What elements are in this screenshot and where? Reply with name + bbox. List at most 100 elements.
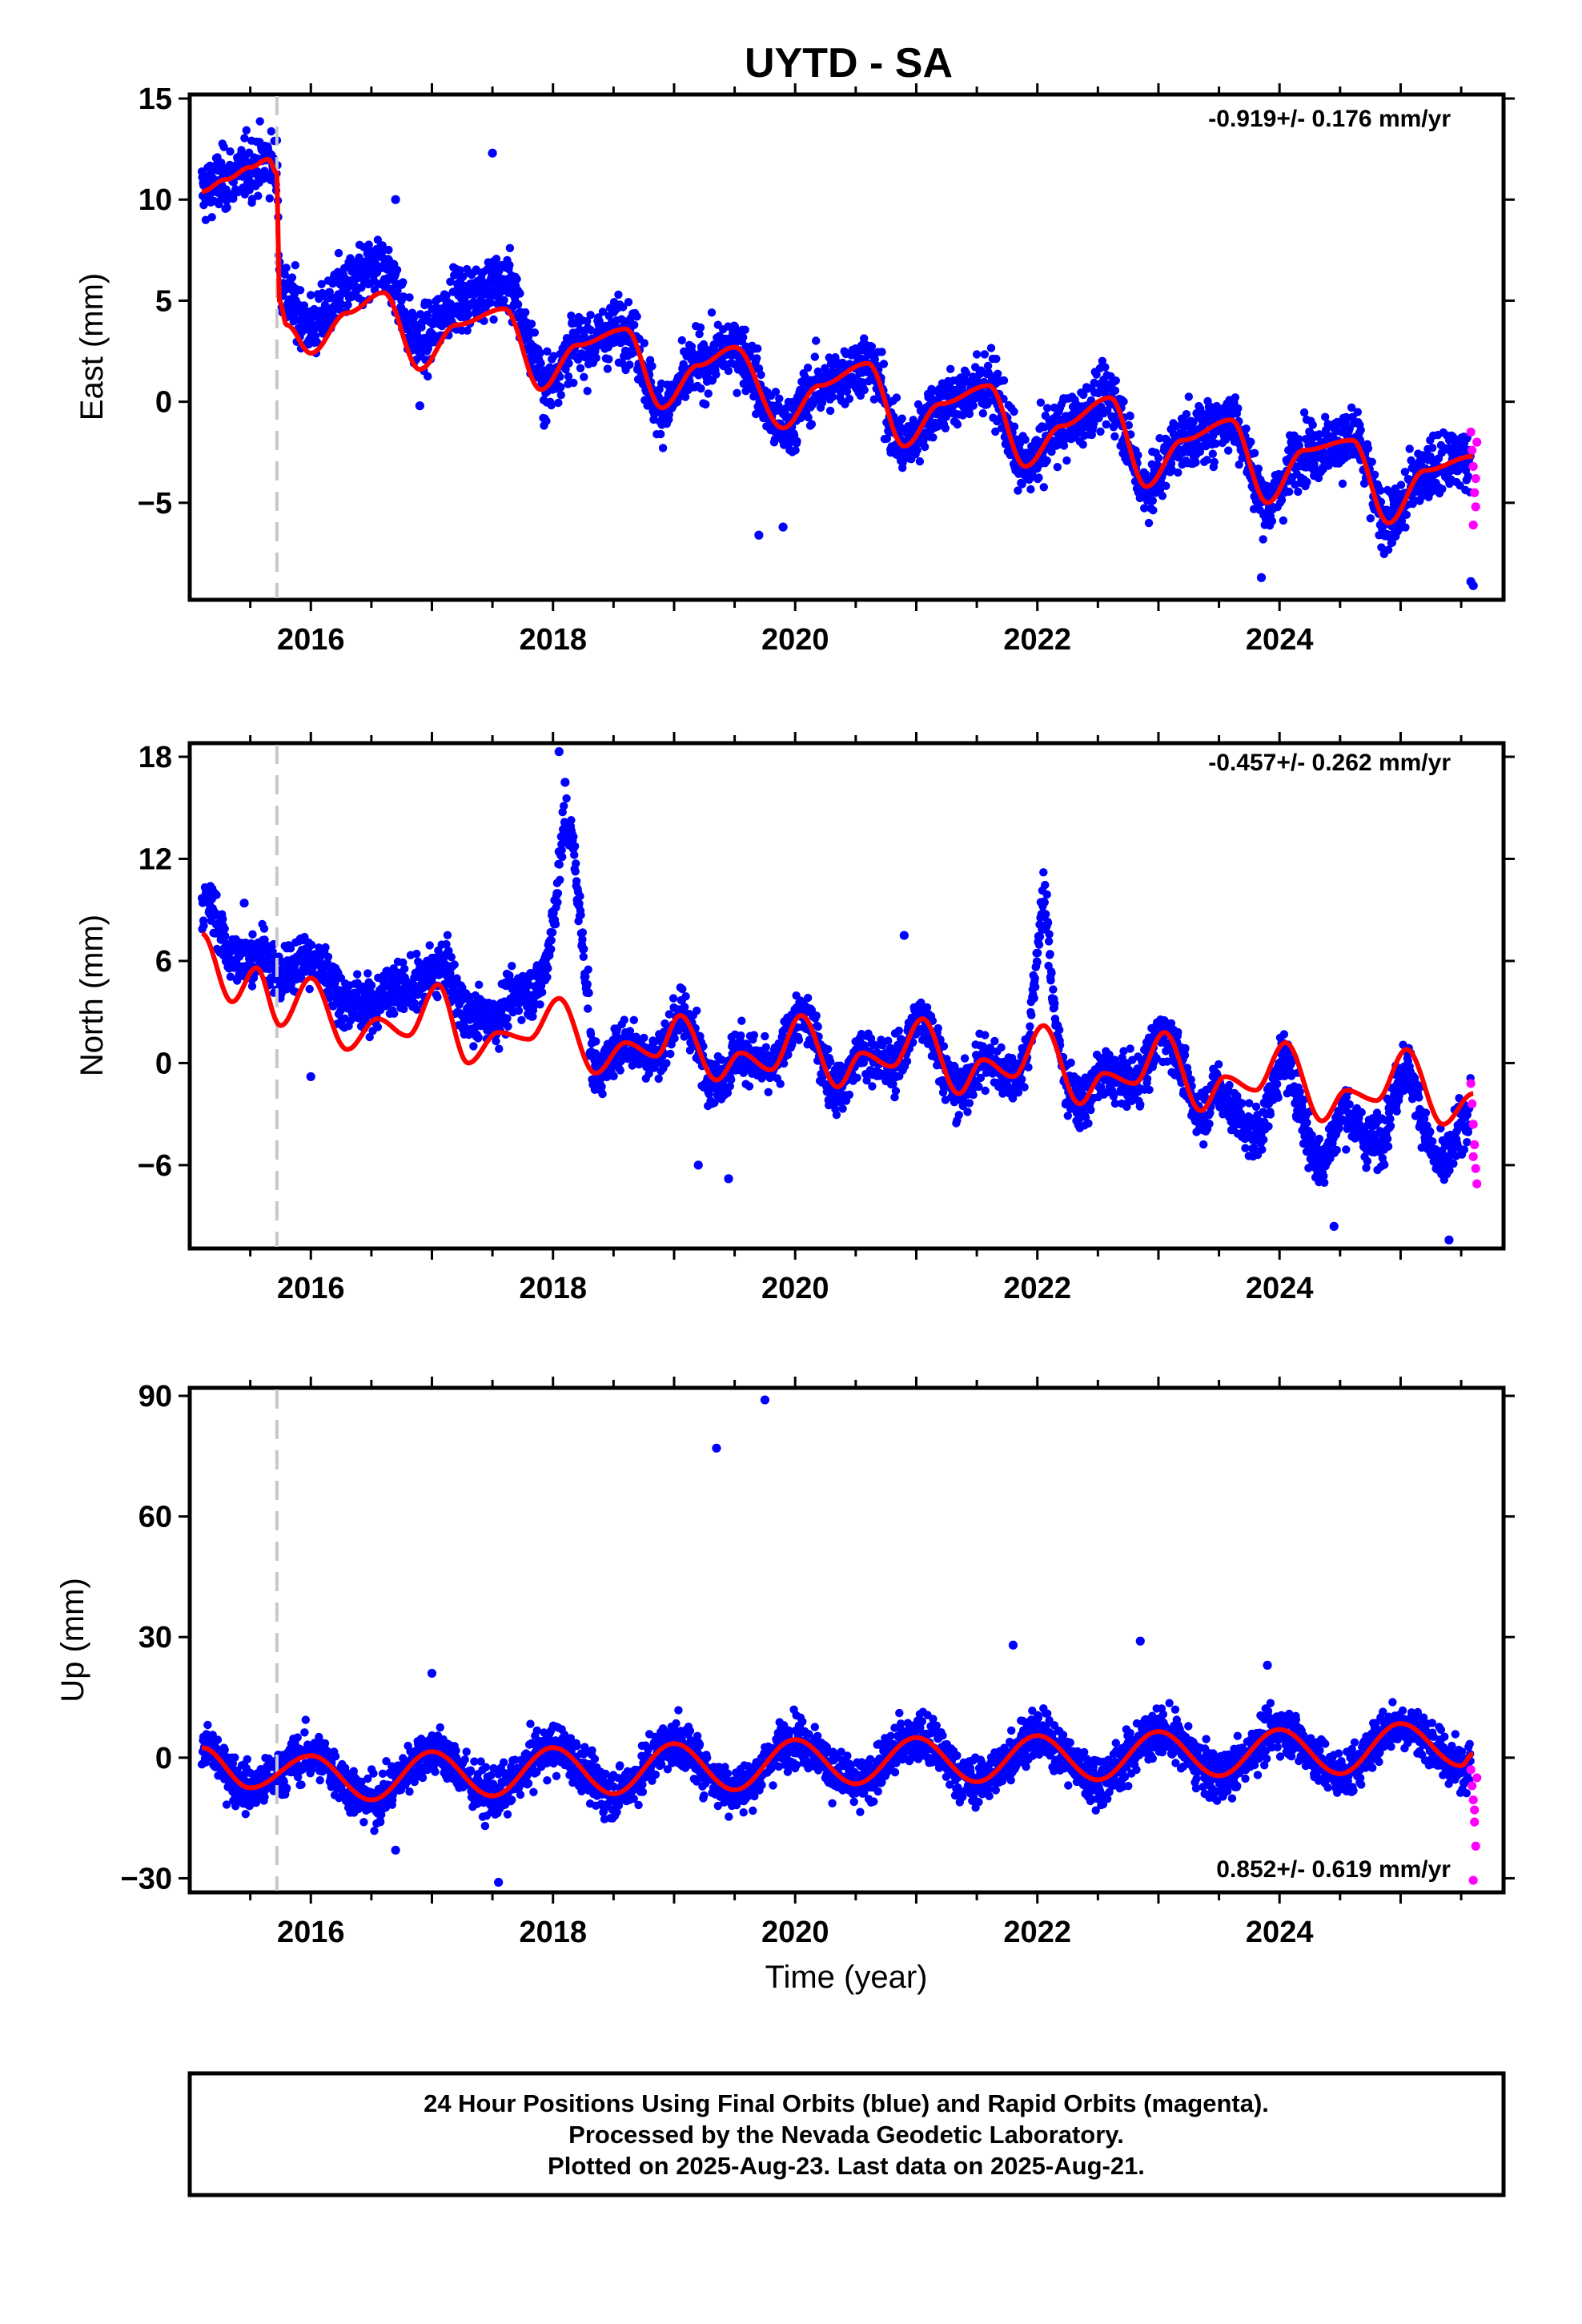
- east-point: [1000, 376, 1008, 384]
- east-point: [1368, 458, 1376, 466]
- east-outlier-point: [1257, 573, 1266, 582]
- north-point: [448, 953, 456, 961]
- east-point: [243, 127, 251, 135]
- east-point: [808, 420, 816, 428]
- north-point: [745, 1082, 753, 1090]
- east-point: [1182, 410, 1191, 418]
- north-point: [681, 992, 689, 1000]
- east-point: [648, 362, 656, 370]
- east-point: [1203, 456, 1211, 464]
- east-point: [916, 457, 924, 465]
- north-point: [572, 877, 580, 885]
- north-point: [248, 931, 256, 939]
- north-point: [826, 1057, 834, 1065]
- east-point: [1110, 432, 1118, 440]
- east-point: [531, 328, 539, 336]
- east-point: [1354, 408, 1362, 416]
- east-point: [1364, 444, 1372, 452]
- north-point: [433, 993, 441, 1001]
- north-point: [260, 924, 268, 932]
- north-point: [503, 1015, 511, 1023]
- east-point: [753, 354, 761, 362]
- north-point: [444, 931, 452, 939]
- north-point: [552, 920, 560, 928]
- east-point: [1401, 523, 1409, 531]
- east-point: [1406, 444, 1414, 452]
- east-rapid-point: [1469, 521, 1478, 529]
- east-outlier-point: [416, 401, 424, 410]
- east-point: [1112, 376, 1120, 384]
- east-point: [492, 255, 500, 263]
- east-point: [1303, 478, 1311, 486]
- east-point: [861, 386, 869, 394]
- east-point: [733, 389, 741, 397]
- east-point: [256, 117, 264, 125]
- east-point: [1357, 426, 1365, 434]
- east-point: [604, 355, 612, 363]
- east-point: [829, 392, 837, 400]
- east-point: [1268, 517, 1276, 525]
- east-point: [528, 320, 536, 328]
- east-point: [1309, 420, 1317, 428]
- east-point: [1126, 412, 1134, 420]
- east-y-tick-label: 15: [139, 82, 172, 116]
- east-point: [1101, 363, 1109, 371]
- east-model-fit-line: [202, 159, 1473, 523]
- north-point: [547, 945, 555, 953]
- north-point: [580, 945, 588, 953]
- north-point: [655, 1075, 663, 1083]
- east-point: [266, 195, 274, 203]
- north-point: [597, 1083, 605, 1091]
- east-point: [712, 370, 720, 378]
- east-outlier-point: [391, 195, 400, 204]
- north-point: [616, 1066, 624, 1074]
- east-point: [741, 326, 749, 334]
- east-rapid-point: [1472, 502, 1480, 511]
- north-point: [248, 982, 256, 990]
- north-point: [576, 911, 584, 919]
- east-point: [592, 354, 600, 362]
- east-point: [1054, 463, 1062, 471]
- north-point: [814, 1023, 822, 1031]
- east-point: [1079, 440, 1087, 448]
- east-rapid-point: [1472, 438, 1481, 447]
- east-rapid-point: [1470, 489, 1479, 497]
- north-point: [306, 985, 314, 993]
- east-point: [464, 310, 472, 318]
- east-point: [725, 367, 733, 375]
- east-point: [487, 299, 495, 307]
- east-x-tick-label: 2020: [761, 623, 829, 657]
- north-point: [374, 1023, 382, 1031]
- east-outlier-point: [488, 149, 497, 158]
- east-point: [811, 352, 819, 360]
- north-point: [737, 1017, 745, 1025]
- east-point: [979, 409, 987, 417]
- north-point: [556, 860, 564, 868]
- north-point: [475, 981, 483, 989]
- north-point: [412, 950, 420, 958]
- east-point: [1251, 449, 1259, 457]
- east-point: [625, 360, 633, 368]
- east-rapid-point: [1469, 462, 1478, 471]
- east-point: [536, 360, 544, 368]
- north-point: [762, 1043, 770, 1051]
- north-point: [221, 932, 229, 940]
- north-point: [199, 922, 207, 930]
- north-point: [580, 953, 588, 961]
- east-x-tick-label: 2022: [1003, 623, 1071, 657]
- east-point: [1191, 458, 1199, 466]
- north-point: [469, 1042, 477, 1050]
- north-point: [553, 899, 561, 907]
- north-point: [804, 994, 812, 1002]
- east-point: [1162, 482, 1170, 490]
- east-point: [1010, 423, 1018, 431]
- east-point: [576, 364, 584, 372]
- east-point: [226, 147, 234, 155]
- east-point: [1119, 397, 1127, 405]
- east-point: [1255, 464, 1263, 472]
- east-point: [1247, 438, 1255, 446]
- east-point: [946, 365, 954, 373]
- north-point: [592, 1037, 600, 1045]
- north-point: [504, 1022, 512, 1030]
